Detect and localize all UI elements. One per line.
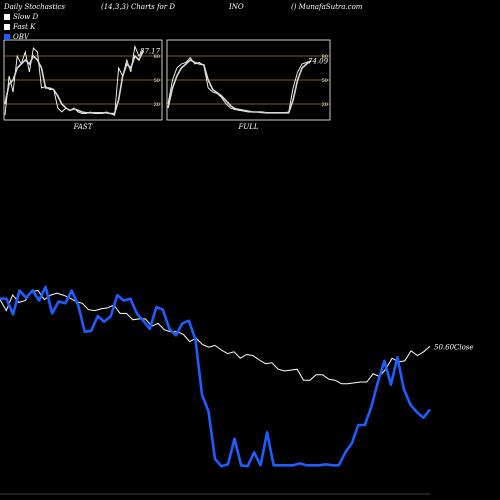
legend-swatch — [4, 24, 10, 30]
y-tick-label: 50 — [322, 78, 328, 84]
legend-label: OBV — [13, 33, 29, 41]
legend-item-fast-k: Fast K — [4, 22, 38, 32]
legend-swatch — [4, 14, 10, 20]
y-tick-label: 80 — [154, 54, 160, 60]
panel-label: FULL — [237, 123, 258, 131]
y-tick-label: 20 — [154, 102, 160, 108]
legend-item-slow-d: Slow D — [4, 12, 38, 22]
chart-title: Daily Stochastics — [4, 3, 66, 11]
y-tick-label: 50 — [154, 78, 160, 84]
series-line — [167, 59, 312, 114]
y-tick-label: 80 — [322, 54, 328, 60]
last-value-label: 74.09 — [308, 58, 329, 66]
series-line — [167, 56, 312, 114]
chart-params: (14,3,3) Charts for D — [101, 3, 175, 11]
last-value-label: 50.60 — [434, 343, 455, 351]
ticker-label: INO — [229, 3, 244, 11]
obv-close-panel: 50.60 Close — [0, 285, 474, 495]
last-value-label: 87.17 — [140, 47, 161, 55]
legend-label: Fast K — [13, 23, 36, 31]
panel-label: FAST — [73, 123, 94, 131]
legend-label: Slow D — [13, 13, 39, 21]
site-label: () MunafaSutra.com — [291, 3, 363, 11]
close-line — [0, 289, 431, 385]
y-tick-label: 20 — [322, 102, 328, 108]
series-line — [4, 50, 144, 115]
legend-item-obv: OBV — [4, 32, 38, 42]
legend: Slow D Fast K OBV — [4, 12, 38, 42]
legend-swatch — [4, 34, 10, 40]
obv-line — [0, 285, 432, 468]
series-label: Close — [454, 343, 474, 351]
